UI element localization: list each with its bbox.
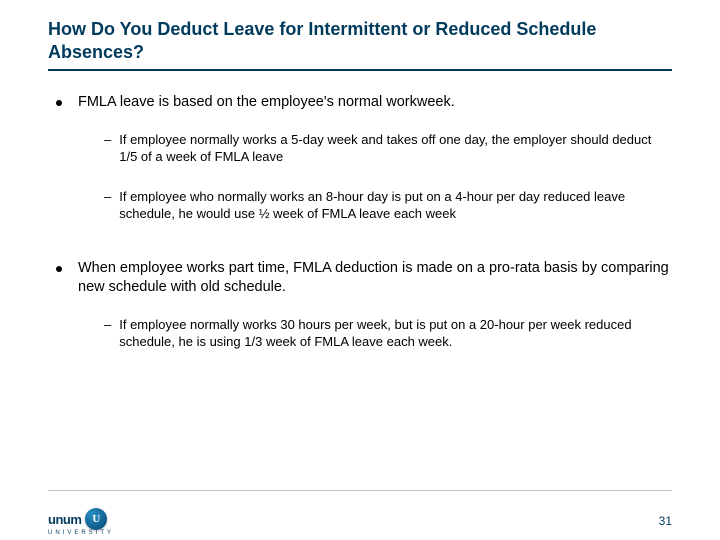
logo-badge-icon: U [85, 508, 107, 530]
page-number: 31 [659, 514, 672, 528]
bullet-text: FMLA leave is based on the employee's no… [78, 93, 455, 113]
dash-icon: – [104, 131, 111, 166]
slide-title: How Do You Deduct Leave for Intermittent… [48, 18, 672, 71]
dash-icon: – [104, 316, 111, 351]
sub-bullet-text: If employee normally works a 5-day week … [119, 131, 664, 166]
footer-divider [48, 490, 672, 491]
brand-logo: unum U [48, 508, 107, 530]
dash-icon: – [104, 188, 111, 223]
slide: How Do You Deduct Leave for Intermittent… [0, 0, 720, 540]
bullet-sub: – If employee normally works 30 hours pe… [104, 316, 664, 351]
bullet-dot-icon [56, 266, 62, 272]
sub-bullet-text: If employee normally works 30 hours per … [119, 316, 664, 351]
bullet-main: FMLA leave is based on the employee's no… [56, 93, 672, 113]
sub-bullet-text: If employee who normally works an 8-hour… [119, 188, 664, 223]
bullet-dot-icon [56, 100, 62, 106]
logo-subtext: UNIVERSITY [48, 530, 114, 536]
bullet-main: When employee works part time, FMLA dedu… [56, 259, 672, 298]
bullet-sub: – If employee normally works a 5-day wee… [104, 131, 664, 166]
logo-text: unum [48, 512, 81, 527]
bullet-text: When employee works part time, FMLA dedu… [78, 259, 672, 298]
spacer [48, 245, 672, 259]
bullet-sub: – If employee who normally works an 8-ho… [104, 188, 664, 223]
slide-footer: unum U UNIVERSITY 31 [0, 490, 720, 540]
